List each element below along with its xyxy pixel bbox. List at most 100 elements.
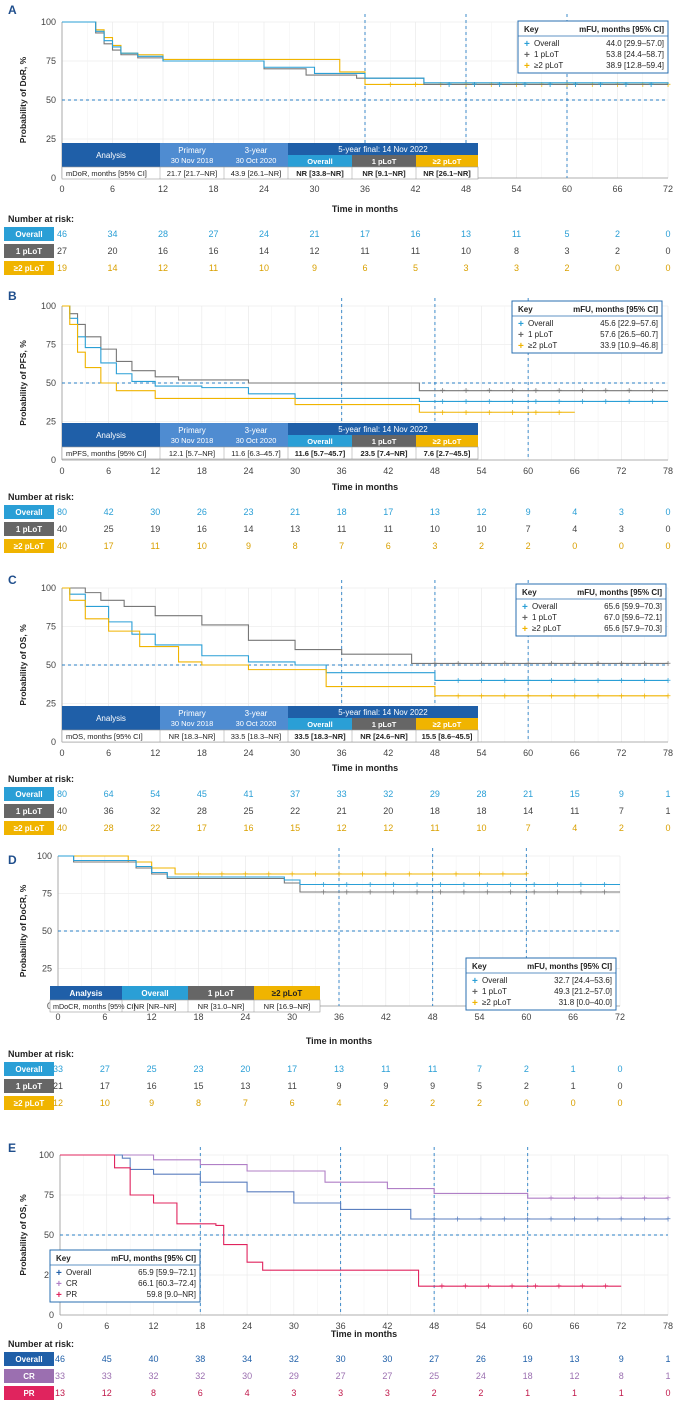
x-tick-label: 30	[290, 748, 300, 758]
risk-count: 19	[523, 1354, 533, 1364]
risk-count: 18	[477, 806, 487, 816]
key-label: Overall	[66, 1268, 92, 1277]
risk-count: 12	[383, 823, 393, 833]
censor-mark: +	[440, 408, 446, 419]
x-tick-label: 60	[521, 1012, 531, 1022]
risk-count: 3	[619, 507, 624, 517]
censor-mark: +	[572, 1215, 578, 1226]
table-subheader-cell	[352, 435, 416, 447]
risk-count: 34	[242, 1354, 252, 1364]
censor-mark: +	[603, 397, 609, 408]
x-tick-label: 6	[102, 1012, 107, 1022]
table-header-cell	[254, 986, 320, 1000]
censor-mark: +	[601, 880, 607, 891]
key-marker: +	[56, 1279, 62, 1290]
key-value: 45.6 [22.9–57.6]	[600, 319, 658, 328]
censor-mark: +	[413, 80, 419, 91]
key-label: ≥2 pLoT	[534, 61, 563, 70]
risk-row-label: ≥2 pLoT	[14, 264, 45, 273]
table-subheader-label: 1 pLoT	[372, 720, 397, 729]
censor-mark: +	[547, 80, 553, 91]
censor-mark: +	[589, 80, 595, 91]
key-marker: +	[522, 602, 528, 613]
x-axis-title: Time in months	[332, 763, 398, 773]
x-tick-label: 6	[106, 466, 111, 476]
risk-count: 11	[209, 263, 218, 273]
table-cell-value: 21.7 [21.7–NR]	[167, 169, 217, 178]
table-header-cell	[122, 986, 188, 1000]
x-tick-label: 12	[149, 1321, 159, 1331]
risk-count: 16	[197, 524, 207, 534]
risk-count: 2	[524, 1081, 529, 1091]
x-tick-label: 30	[309, 184, 319, 194]
table-header-cell	[160, 143, 224, 167]
censor-mark: +	[556, 1282, 562, 1293]
key-label: PR	[66, 1290, 77, 1299]
x-tick-label: 12	[147, 1012, 157, 1022]
risk-row-badge	[4, 244, 54, 258]
risk-count: 13	[461, 229, 471, 239]
censor-mark: +	[486, 397, 492, 408]
censor-mark: +	[525, 691, 531, 702]
risk-count: 10	[100, 1098, 110, 1108]
key-column-header: mFU, months [95% CI]	[527, 962, 612, 971]
key-label: CR	[66, 1279, 78, 1288]
table-header-label: Primary	[178, 146, 206, 155]
x-axis-title: Time in months	[306, 1036, 372, 1046]
censor-mark: +	[502, 691, 508, 702]
risk-count: 0	[665, 823, 670, 833]
censor-mark: +	[510, 386, 516, 397]
censor-mark: +	[391, 888, 397, 899]
risk-count: 28	[197, 806, 207, 816]
risk-count: 21	[523, 789, 533, 799]
key-column-header: mFU, months [95% CI]	[577, 588, 662, 597]
table-subheader-cell	[288, 435, 352, 447]
key-value: 59.8 [9.0–NR]	[147, 1290, 196, 1299]
censor-mark: +	[383, 870, 389, 881]
table-header-label: Analysis	[96, 714, 126, 723]
key-box: Key mFU, months [95% CI] + Overall 44.0 [29.…	[517, 20, 669, 74]
x-tick-label: 12	[158, 184, 168, 194]
risk-row-badge	[4, 1386, 54, 1400]
key-value: 57.6 [26.5–60.7]	[600, 330, 658, 339]
key-label: ≥2 pLoT	[528, 341, 557, 350]
risk-count: 33	[55, 1371, 65, 1381]
censor-mark: +	[497, 80, 503, 91]
risk-count: 2	[619, 823, 624, 833]
analysis-table: Analysis Overall 1 pLoT ≥2 pLoT mDoCR, month…	[49, 986, 321, 1013]
table-cell-value: 15.5 [8.6–45.5]	[422, 732, 473, 741]
table-subheader-cell	[288, 155, 352, 167]
table-subheader-label: ≥2 pLoT	[433, 437, 462, 446]
censor-mark: +	[665, 676, 671, 687]
y-tick-label: 50	[42, 926, 52, 936]
table-header-cell	[50, 986, 122, 1000]
panel-letter: E	[8, 1141, 16, 1155]
risk-count: 23	[193, 1064, 203, 1074]
risk-count: 13	[290, 524, 300, 534]
panel-letter: D	[8, 853, 17, 867]
risk-row-label: ≥2 pLoT	[14, 542, 45, 551]
risk-count: 16	[208, 246, 218, 256]
censor-mark: +	[471, 80, 477, 91]
censor-mark: +	[522, 80, 528, 91]
censor-mark: +	[580, 386, 586, 397]
risk-count: 4	[572, 507, 577, 517]
risk-count: 12	[158, 263, 168, 273]
key-value: 32.7 [24.4–53.6]	[554, 976, 612, 985]
key-label: Overall	[528, 319, 554, 328]
risk-count: 18	[337, 507, 347, 517]
key-label: 1 pLoT	[534, 50, 559, 59]
censor-mark: +	[479, 659, 485, 670]
censor-mark: +	[539, 80, 545, 91]
censor-mark: +	[650, 397, 656, 408]
key-marker: +	[524, 50, 530, 61]
risk-count: 6	[290, 1098, 295, 1108]
x-tick-label: 54	[474, 1012, 484, 1022]
censor-mark: +	[455, 1215, 461, 1226]
x-tick-label: 6	[104, 1321, 109, 1331]
risk-count: 16	[410, 229, 420, 239]
censor-mark: +	[603, 386, 609, 397]
censor-mark: +	[665, 1194, 671, 1205]
table-header-label: 1 pLoT	[208, 989, 234, 998]
